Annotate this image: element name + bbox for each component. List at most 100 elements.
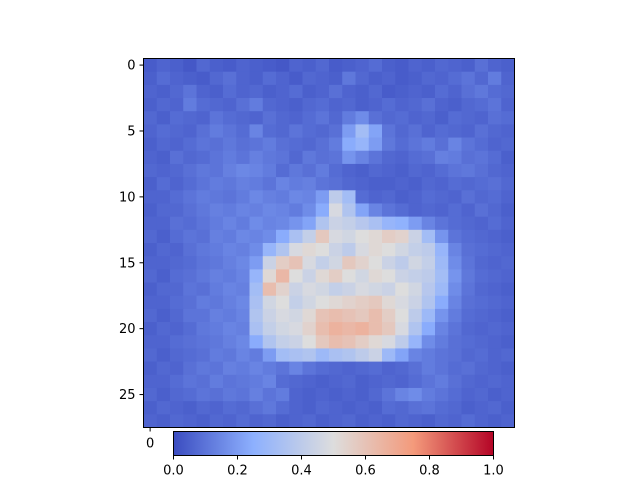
heatmap-cell: [368, 361, 383, 376]
heatmap-cell: [209, 322, 224, 336]
heatmap-cell: [382, 348, 396, 363]
heatmap-cell: [474, 335, 489, 349]
heatmap-cell: [315, 282, 330, 297]
heatmap-cell: [342, 137, 356, 152]
heatmap-cell: [474, 269, 489, 283]
heatmap-cell: [209, 98, 224, 112]
heatmap-cell: [488, 177, 502, 191]
heatmap-cell: [170, 387, 184, 402]
heatmap-cell: [329, 414, 343, 428]
heatmap-cell: [143, 243, 158, 257]
heatmap-cell: [183, 308, 197, 323]
heatmap-cell: [315, 295, 330, 310]
heatmap-cell: [329, 124, 343, 138]
heatmap-cell: [143, 58, 158, 73]
heatmap-cell: [368, 374, 383, 389]
heatmap-cell: [170, 256, 184, 270]
heatmap-cell: [435, 256, 449, 270]
heatmap-cell: [143, 98, 158, 112]
colorbar-tick-label: 0.8: [419, 464, 440, 479]
heatmap-cell: [143, 203, 158, 218]
heatmap-cell: [421, 308, 436, 323]
heatmap-cell: [501, 348, 515, 363]
heatmap-cell: [355, 387, 370, 402]
heatmap-cell: [262, 282, 277, 297]
heatmap-cell: [501, 414, 515, 428]
heatmap-cell: [156, 361, 171, 376]
heatmap-cell: [183, 137, 197, 152]
y-tick-label: 15: [119, 256, 136, 271]
heatmap-cell: [249, 256, 264, 270]
heatmap-cell: [289, 308, 303, 323]
heatmap-cell: [156, 322, 171, 336]
heatmap-cell: [183, 401, 197, 415]
heatmap-cell: [461, 374, 476, 389]
heatmap-cell: [315, 322, 330, 336]
heatmap-cell: [474, 98, 489, 112]
heatmap-cell: [488, 137, 502, 152]
heatmap-cell: [209, 256, 224, 270]
heatmap-cell: [262, 190, 277, 204]
heatmap-cell: [249, 229, 264, 244]
heatmap-cell: [209, 177, 224, 191]
heatmap-cell: [223, 269, 237, 283]
heatmap-cell: [448, 124, 462, 138]
heatmap-cell: [368, 229, 383, 244]
heatmap-cell: [421, 137, 436, 152]
heatmap-cell: [368, 387, 383, 402]
heatmap-cell: [183, 203, 197, 218]
heatmap-cell: [276, 282, 290, 297]
heatmap-cell: [223, 137, 237, 152]
heatmap-cell: [156, 190, 171, 204]
heatmap-cell: [143, 150, 158, 165]
heatmap-cell: [302, 387, 317, 402]
heatmap-cell: [289, 216, 303, 231]
heatmap-cell: [501, 216, 515, 231]
heatmap-cell: [249, 374, 264, 389]
heatmap-cell: [395, 71, 409, 86]
heatmap-cell: [302, 374, 317, 389]
heatmap-cell: [289, 256, 303, 270]
heatmap-cell: [143, 256, 158, 270]
heatmap-cell: [170, 374, 184, 389]
heatmap-cell: [209, 190, 224, 204]
heatmap-cell: [342, 361, 356, 376]
heatmap-cell: [382, 269, 396, 283]
heatmap-cell: [395, 216, 409, 231]
heatmap-cell: [143, 322, 158, 336]
heatmap-cell: [342, 177, 356, 191]
heatmap-cell: [342, 335, 356, 349]
heatmap-cell: [329, 348, 343, 363]
heatmap-cell: [329, 335, 343, 349]
plot-frame: [143, 58, 515, 428]
heatmap-cell: [156, 387, 171, 402]
heatmap-cell: [382, 58, 396, 73]
heatmap-cell: [501, 361, 515, 376]
heatmap-cell: [302, 71, 317, 86]
heatmap-cell: [209, 308, 224, 323]
heatmap-cell: [196, 387, 211, 402]
y-axis: 0 5 10 15 20 25: [119, 59, 144, 403]
heatmap-cell: [382, 295, 396, 310]
heatmap-cell: [501, 137, 515, 152]
x-axis: 0: [146, 427, 154, 452]
heatmap-cell: [501, 322, 515, 336]
heatmap-cell: [368, 348, 383, 363]
heatmap-cell: [474, 150, 489, 165]
heatmap-cell: [196, 308, 211, 323]
heatmap-cell: [408, 414, 423, 428]
heatmap-cell: [223, 374, 237, 389]
heatmap-cell: [302, 361, 317, 376]
heatmap-cell: [488, 124, 502, 138]
heatmap-cell: [262, 295, 277, 310]
heatmap-cell: [421, 58, 436, 73]
heatmap-cell: [289, 177, 303, 191]
heatmap-cell: [342, 111, 356, 125]
heatmap-cell: [170, 190, 184, 204]
heatmap-cell: [249, 111, 264, 125]
heatmap-cell: [249, 150, 264, 165]
heatmap-cell: [421, 84, 436, 99]
heatmap-cell: [342, 387, 356, 402]
heatmap-cell: [289, 98, 303, 112]
heatmap-cell: [435, 401, 449, 415]
